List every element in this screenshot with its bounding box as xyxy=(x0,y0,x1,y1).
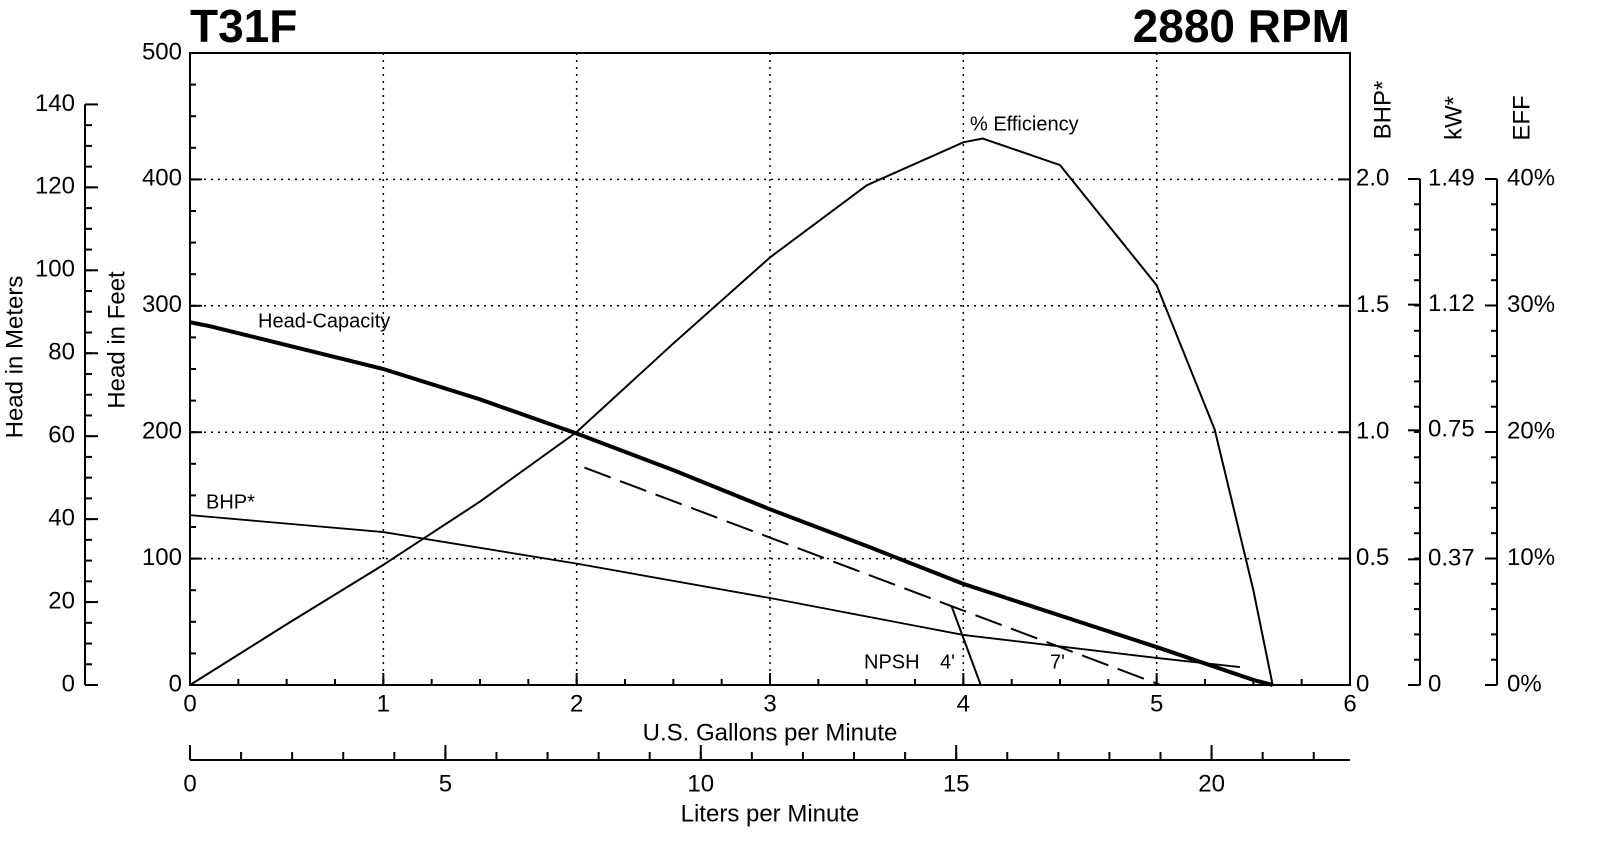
y4-tick-label: 40% xyxy=(1507,164,1555,191)
x-tick-label: 1 xyxy=(377,690,390,717)
x-tick-label: 5 xyxy=(1150,690,1163,717)
series-line xyxy=(584,466,1161,686)
series-label: BHP* xyxy=(206,491,255,513)
x2-tick-label: 20 xyxy=(1198,770,1225,797)
y3-tick-label: 1.12 xyxy=(1428,290,1475,317)
x-tick-label: 2 xyxy=(570,690,583,717)
y4-tick-label: 10% xyxy=(1507,544,1555,571)
ym-axis-label: Head in Meters xyxy=(1,276,28,439)
y-tick-label: 300 xyxy=(142,291,182,318)
y2-tick-label: 2.0 xyxy=(1356,165,1389,192)
y4-axis-label: EFF xyxy=(1508,95,1535,140)
y-tick-label: 500 xyxy=(142,38,182,65)
x-tick-label: 6 xyxy=(1343,690,1356,717)
series-label: 4' xyxy=(940,651,955,673)
y4-tick-label: 30% xyxy=(1507,291,1555,318)
chart-title: T31F xyxy=(190,0,297,52)
y-tick-label: 0 xyxy=(169,670,182,697)
y3-axis-label: kW* xyxy=(1440,96,1467,140)
y3-tick-label: 0.75 xyxy=(1428,416,1475,443)
x2-tick-label: 5 xyxy=(439,770,452,797)
y-tick-label: 400 xyxy=(142,165,182,192)
y3-tick-label: 1.49 xyxy=(1428,164,1475,191)
x2-tick-label: 10 xyxy=(687,770,714,797)
y2-axis-label: BHP* xyxy=(1369,81,1396,140)
annotation: NPSH xyxy=(864,651,920,673)
x-tick-label: 3 xyxy=(763,690,776,717)
ym-tick-label: 80 xyxy=(48,339,75,366)
series-line xyxy=(189,514,1240,668)
ym-tick-label: 20 xyxy=(48,587,75,614)
y3-tick-label: 0 xyxy=(1428,670,1441,697)
y-tick-label: 100 xyxy=(142,544,182,571)
y-tick-label: 200 xyxy=(142,418,182,445)
ym-tick-label: 0 xyxy=(62,670,75,697)
x-axis-label: U.S. Gallons per Minute xyxy=(643,719,898,746)
ym-tick-label: 60 xyxy=(48,422,75,449)
y4-tick-label: 20% xyxy=(1507,417,1555,444)
y2-tick-label: 0.5 xyxy=(1356,544,1389,571)
y3-tick-label: 0.37 xyxy=(1428,545,1475,572)
x-tick-label: 0 xyxy=(183,690,196,717)
y4-tick-label: 0% xyxy=(1507,670,1542,697)
ym-tick-label: 40 xyxy=(48,504,75,531)
ym-tick-label: 100 xyxy=(35,256,75,283)
x2-axis-label: Liters per Minute xyxy=(681,800,860,827)
x-tick-label: 4 xyxy=(957,690,970,717)
chart-subtitle: 2880 RPM xyxy=(1133,0,1350,52)
x2-tick-label: 15 xyxy=(943,770,970,797)
y2-tick-label: 1.0 xyxy=(1356,418,1389,445)
series-label: 7' xyxy=(1050,651,1065,673)
series-label: % Efficiency xyxy=(970,113,1079,135)
series-line xyxy=(189,137,1274,686)
ym-tick-label: 120 xyxy=(35,173,75,200)
ym-tick-label: 140 xyxy=(35,90,75,117)
y2-tick-label: 1.5 xyxy=(1356,291,1389,318)
series-label: Head-Capacity xyxy=(258,310,390,332)
y-axis-label: Head in Feet xyxy=(103,271,130,409)
series-line xyxy=(189,320,1274,687)
x2-tick-label: 0 xyxy=(183,770,196,797)
series-line xyxy=(950,606,982,686)
y2-tick-label: 0 xyxy=(1356,670,1369,697)
